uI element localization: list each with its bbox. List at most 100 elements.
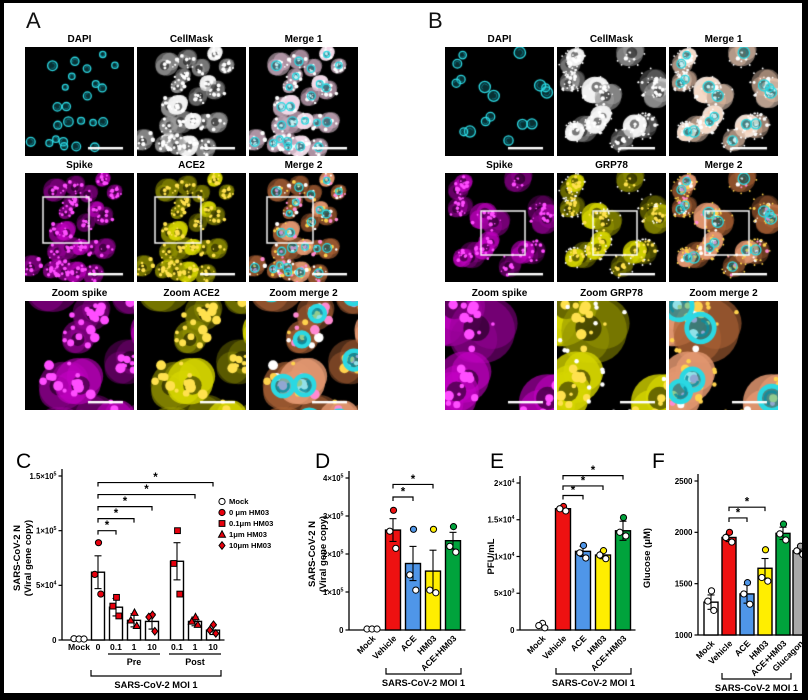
data-point-circle bbox=[406, 571, 414, 579]
data-point-circle bbox=[80, 635, 88, 643]
x-tick-label: 10 bbox=[208, 642, 218, 652]
micrograph-title: Merge 1 bbox=[704, 34, 743, 45]
group-label: Post bbox=[185, 657, 205, 667]
micrograph-tile-panel_a-zoom-ace2: Zoom ACE2 bbox=[137, 288, 246, 410]
micrograph-image-dapi bbox=[445, 47, 554, 156]
y-tick-label: 1×105 bbox=[323, 587, 344, 596]
data-point-circle bbox=[619, 513, 628, 522]
y-tick-label: 0 bbox=[339, 626, 344, 635]
significance-bracket bbox=[728, 517, 748, 522]
data-point-circle bbox=[409, 525, 418, 533]
y-axis-title: PFU/mL bbox=[486, 538, 497, 574]
micrograph-tile-panel_b-zoom-spike: Zoom spike bbox=[445, 288, 554, 410]
significance-star: * bbox=[153, 472, 158, 484]
x-group-bracket bbox=[90, 670, 222, 677]
micrograph-image-yellow bbox=[557, 173, 666, 282]
data-point-circle bbox=[91, 570, 99, 578]
data-point-circle bbox=[707, 587, 716, 595]
micrograph-image-spike bbox=[25, 173, 134, 282]
significance-bracket bbox=[97, 530, 117, 535]
panel-d-letter: D bbox=[315, 450, 330, 473]
micrograph-tile-panel_a-dapi: DAPI bbox=[25, 34, 134, 156]
micrograph-title: ACE2 bbox=[178, 160, 205, 171]
data-point-diamond bbox=[151, 626, 159, 636]
micrograph-image-merge1 bbox=[669, 47, 778, 156]
data-point-diamond bbox=[209, 620, 218, 630]
data-point-circle bbox=[746, 600, 754, 608]
bar-vehicle bbox=[384, 529, 402, 631]
micrograph-image-merge2-zoom bbox=[669, 301, 778, 410]
data-point-circle bbox=[452, 548, 460, 556]
data-point-triangle bbox=[132, 621, 142, 629]
micrograph-tile-panel_b-zoom-grp78: Zoom GRP78 bbox=[557, 288, 666, 410]
data-point-circle bbox=[426, 586, 434, 594]
significance-star: * bbox=[105, 520, 110, 532]
data-point-circle bbox=[622, 532, 630, 540]
bar-ace-hm03 bbox=[614, 530, 632, 631]
micrograph-title: CellMask bbox=[169, 34, 214, 45]
y-tick-label: 2×105 bbox=[323, 549, 344, 558]
data-point-circle bbox=[722, 533, 730, 542]
bar-vehicle bbox=[554, 508, 572, 631]
data-point-circle bbox=[596, 551, 604, 559]
data-point-square bbox=[176, 590, 184, 598]
micrograph-tile-panel_b-dapi: DAPI bbox=[445, 34, 554, 156]
y-tick-label: 1.5×104 bbox=[487, 515, 514, 524]
chart-f: F 1000 1500 2000 2500 Glucose (μM) Mock Vehicle… bbox=[634, 444, 802, 693]
group-label: Pre bbox=[127, 657, 142, 667]
significance-star: * bbox=[591, 465, 596, 477]
data-point-triangle bbox=[187, 616, 197, 625]
y-axis-title: Glucose (μM) bbox=[642, 528, 653, 588]
y-tick-label: 1.5×105 bbox=[29, 471, 56, 480]
data-point-triangle bbox=[193, 619, 203, 628]
micrograph-title: CellMask bbox=[589, 34, 634, 45]
micrograph-tile-panel_a-merge-1: Merge 1 bbox=[249, 34, 358, 156]
legend-label: 0 μm HM03 bbox=[229, 508, 269, 517]
x-group-bracket bbox=[721, 673, 792, 680]
data-point-circle bbox=[799, 550, 802, 558]
micrograph-image-yellow-zoom bbox=[557, 301, 666, 410]
bar-ace bbox=[574, 550, 592, 631]
micrograph-title: Merge 2 bbox=[704, 160, 743, 171]
panel-a-label: A bbox=[26, 8, 41, 33]
micrograph-title: DAPI bbox=[67, 34, 92, 45]
data-point-triangle bbox=[217, 529, 227, 538]
data-point-circle bbox=[779, 520, 788, 528]
x-tick-label: 0.1 bbox=[171, 642, 183, 652]
x-tick-label: 0 bbox=[96, 642, 101, 652]
micrograph-tile-panel_a-spike: Spike bbox=[25, 160, 134, 282]
panel-b-label: B bbox=[428, 8, 443, 33]
micrograph-title: DAPI bbox=[487, 34, 512, 45]
micrograph-image-yellow-zoom bbox=[137, 301, 246, 410]
data-point-circle bbox=[386, 527, 394, 535]
x-tick-label: Vehicle bbox=[370, 633, 398, 661]
micrograph-tile-panel_b-zoom-merge-2: Zoom merge 2 bbox=[669, 288, 778, 410]
chart-d-svg: D 0 1×105 2×105 3×105 4×105 SARS-CoV-2 N (Viral… bbox=[307, 450, 466, 688]
data-point-square bbox=[218, 520, 226, 527]
data-point-square bbox=[109, 602, 117, 610]
micrograph-tile-panel_a-zoom-merge-2: Zoom merge 2 bbox=[249, 288, 358, 410]
micrograph-image-spike-zoom bbox=[445, 301, 554, 410]
x-group-bracket-label: SARS-CoV-2 MOI 1 bbox=[552, 678, 635, 688]
micrograph-image-spike bbox=[445, 173, 554, 282]
micrograph-title: Merge 1 bbox=[284, 34, 323, 45]
significance-star: * bbox=[123, 496, 128, 508]
micrograph-title: Zoom merge 2 bbox=[269, 288, 338, 299]
chart-c-svg: C 0 5×104 1×105 1.5×105 SARS-CoV-2 N (Viral ge… bbox=[12, 450, 273, 690]
chart-d: D 0 1×105 2×105 3×105 4×105 SARS-CoV-2 N (Viral… bbox=[307, 444, 481, 693]
micrograph-tile-panel_a-ace2: ACE2 bbox=[137, 160, 246, 282]
y-tick-label: 5×104 bbox=[36, 581, 57, 590]
significance-bracket bbox=[97, 481, 214, 487]
legend-label: Mock bbox=[229, 497, 249, 506]
data-point-circle bbox=[392, 544, 400, 552]
micrograph-tile-panel_b-merge-1: Merge 1 bbox=[669, 34, 778, 156]
x-tick-label: 0.1 bbox=[110, 642, 122, 652]
bar-ace-hm03 bbox=[775, 532, 791, 636]
data-point-triangle bbox=[191, 612, 200, 621]
legend-label: 1μm HM03 bbox=[229, 530, 267, 539]
data-point-circle bbox=[616, 528, 624, 536]
data-point-circle bbox=[602, 555, 610, 563]
x-group-bracket-label: SARS-CoV-2 MOI 1 bbox=[382, 678, 465, 688]
micrograph-image-merge1 bbox=[249, 47, 358, 156]
